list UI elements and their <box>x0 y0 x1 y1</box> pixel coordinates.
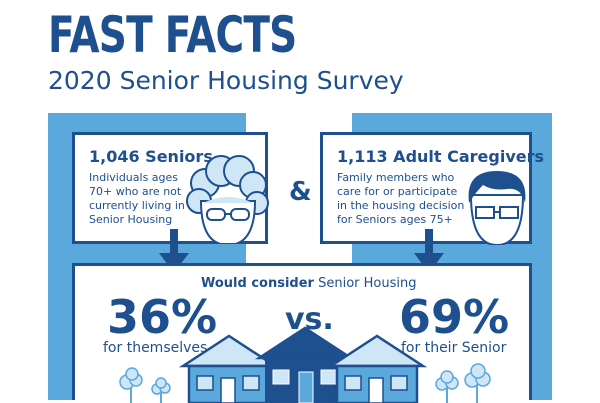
caregivers-description: Family members who care for or participa… <box>337 171 465 226</box>
page-title: FAST FACTS <box>48 6 297 64</box>
ampersand-connector: & <box>289 177 312 207</box>
caregivers-card: 1,113 Adult Caregivers Family members wh… <box>320 132 544 245</box>
tree-icon <box>435 363 491 403</box>
seniors-card: 1,046 Seniors Individuals ages 70+ who a… <box>72 132 269 244</box>
page-subtitle: 2020 Senior Housing Survey <box>48 66 404 95</box>
consider-heading-rest: Senior Housing <box>313 276 417 291</box>
caregivers-percentage: 69% <box>399 290 510 344</box>
seniors-title: 1,046 Seniors <box>89 147 213 166</box>
man-face-icon <box>468 171 526 245</box>
seniors-percentage-label: for themselves <box>103 340 208 356</box>
tree-icon <box>119 367 171 403</box>
caregivers-title: 1,113 Adult Caregivers <box>337 147 545 166</box>
seniors-description: Individuals ages 70+ who are not current… <box>89 171 185 226</box>
result-box: Would consider Senior Housing 36% for th… <box>72 263 532 403</box>
caregivers-percentage-label: for their Senior <box>401 340 507 356</box>
seniors-percentage: 36% <box>107 290 218 344</box>
houses-illustration <box>119 326 491 403</box>
consider-heading-bold: Would consider <box>201 276 314 291</box>
grandmother-face-icon <box>186 155 269 243</box>
consider-heading: Would consider Senior Housing <box>201 276 417 291</box>
